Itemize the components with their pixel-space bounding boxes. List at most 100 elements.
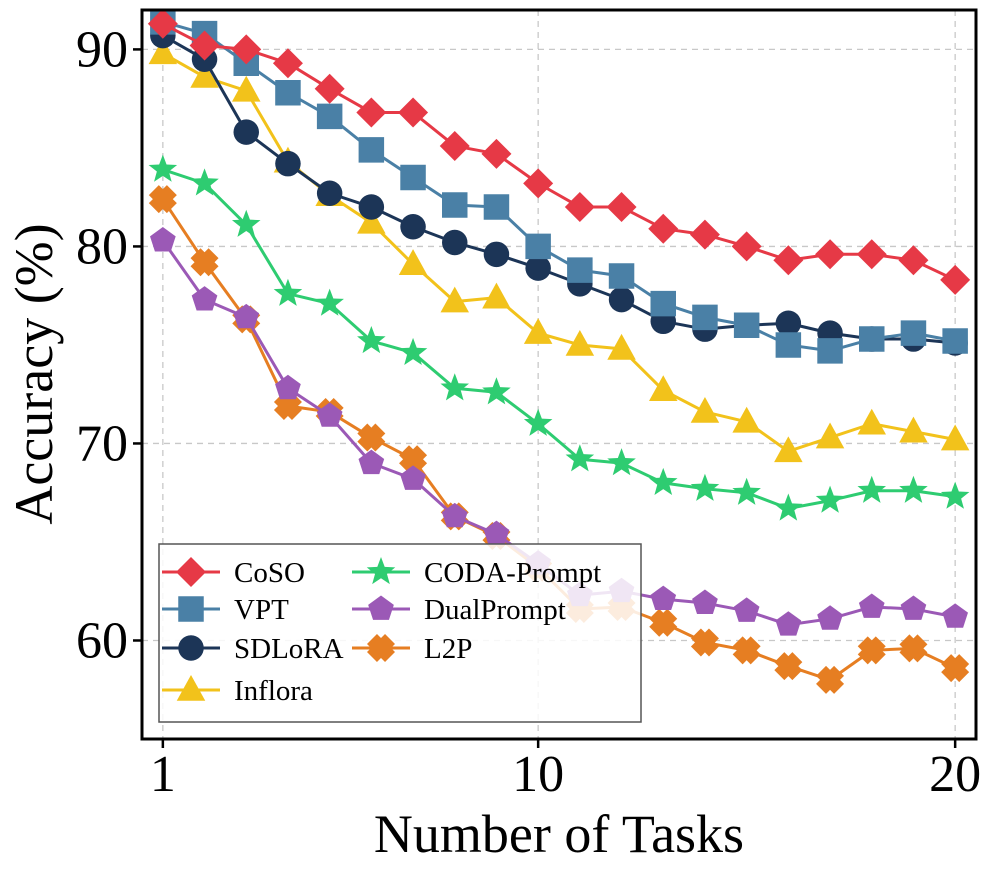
data-point [648, 213, 679, 244]
data-point [357, 207, 386, 234]
data-point [357, 326, 386, 354]
legend-label: CODA-Prompt [424, 557, 601, 589]
x-axis-title: Number of Tasks [374, 804, 744, 864]
data-point [482, 282, 511, 309]
data-point [940, 481, 970, 509]
data-point [231, 34, 262, 65]
data-point [147, 8, 178, 39]
data-point [857, 475, 887, 503]
legend-marker [176, 557, 206, 587]
legend-marker [176, 675, 206, 701]
data-point [148, 154, 178, 182]
data-point [774, 493, 803, 521]
series-vpt [150, 9, 968, 364]
data-point [816, 665, 845, 694]
axis-ticks: 60 70 80 90 1 10 20 [76, 21, 981, 803]
legend-label: Inflora [234, 675, 313, 707]
data-point [775, 310, 802, 337]
data-point [150, 227, 176, 252]
data-point [858, 593, 885, 618]
data-point [398, 249, 428, 275]
data-point [815, 422, 845, 449]
data-point [315, 288, 344, 316]
data-point [398, 337, 428, 365]
data-point [774, 436, 803, 463]
legend-marker [366, 633, 396, 663]
x-tick-label: 1 [150, 746, 176, 803]
data-point [358, 449, 385, 475]
series-inflora [148, 38, 970, 463]
data-point [400, 213, 426, 240]
data-point [567, 257, 593, 283]
legend-label: VPT [234, 594, 289, 626]
data-point [899, 416, 928, 443]
data-point [316, 402, 343, 427]
data-point [233, 119, 259, 145]
plot-frame [140, 8, 978, 741]
data-point [314, 73, 345, 104]
data-point [483, 241, 510, 268]
data-point [148, 38, 178, 65]
data-point [857, 408, 886, 435]
y-tick-label: 80 [76, 218, 128, 275]
data-point [815, 239, 846, 270]
data-point [649, 375, 678, 402]
data-point [482, 377, 511, 405]
data-point [398, 97, 429, 128]
legend-marker [366, 557, 396, 585]
legend-label: DualPrompt [424, 594, 566, 626]
data-point [732, 406, 761, 433]
data-point [856, 239, 887, 270]
data-point [731, 231, 762, 262]
data-point [442, 229, 468, 256]
data-point [690, 628, 719, 657]
data-point [817, 605, 843, 630]
legend-item-inflora: Inflora [162, 675, 313, 707]
data-point [940, 424, 970, 451]
data-point [523, 408, 553, 436]
data-point [564, 192, 595, 223]
data-point [525, 233, 551, 260]
data-point [774, 652, 803, 681]
legend-marker [368, 595, 394, 620]
data-point [523, 318, 553, 344]
data-point [733, 312, 760, 338]
data-point [942, 603, 968, 628]
data-point [275, 80, 301, 106]
data-point [189, 30, 220, 61]
data-point [190, 61, 219, 88]
data-point [399, 445, 428, 474]
data-point [692, 304, 718, 331]
legend-item-l2p: L2P [352, 633, 472, 665]
data-point [607, 448, 636, 476]
legend-box [158, 543, 642, 723]
data-point [773, 245, 804, 276]
y-tick-label: 70 [76, 415, 128, 472]
legend-label: CoSO [234, 557, 305, 589]
data-point [565, 444, 595, 472]
data-point [356, 97, 387, 128]
series-line [162, 168, 956, 510]
data-point [775, 611, 802, 636]
legend: CoSO VPT SDLoRA Inflora CODA-Prompt DualPromp… [158, 543, 642, 723]
data-point [650, 585, 677, 611]
data-point [608, 286, 635, 313]
legend-item-coso: CoSO [162, 557, 305, 589]
data-point [608, 263, 635, 289]
data-point [275, 374, 301, 400]
data-point [689, 219, 720, 250]
data-point [733, 597, 760, 622]
data-point [442, 192, 468, 218]
series-sdlora [150, 22, 968, 356]
legend-item-vpt: VPT [162, 594, 289, 626]
data-point [732, 636, 761, 665]
data-point [900, 595, 927, 620]
data-point [690, 396, 720, 423]
data-point [898, 245, 929, 276]
data-point [941, 654, 970, 683]
data-point [690, 473, 720, 501]
data-point [523, 168, 554, 199]
y-axis-title: Accuracy (%) [4, 223, 64, 524]
data-point [440, 286, 469, 313]
x-tick-label: 20 [929, 746, 981, 803]
